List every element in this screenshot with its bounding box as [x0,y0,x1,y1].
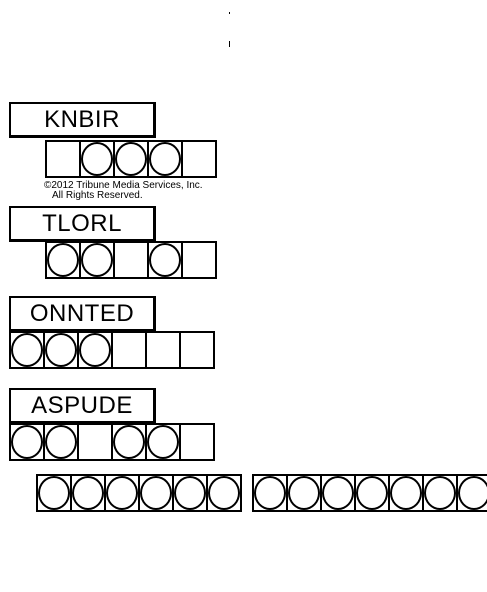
circle-marker-icon [79,333,111,367]
circle-marker-icon [38,476,70,510]
circle-marker-icon [356,476,388,510]
answer-2-cell[interactable] [181,241,217,279]
final-1-cell-circled[interactable] [206,474,242,512]
circle-marker-icon [81,142,113,176]
circle-marker-icon [208,476,240,510]
answer-4-cell-circled[interactable] [111,423,147,461]
answer-3-cell[interactable] [111,331,147,369]
scrambled-word-2: TLORL [9,206,156,242]
answer-3-cell[interactable] [145,331,181,369]
copyright-notice: ©2012 Tribune Media Services, Inc. All R… [44,181,203,201]
answer-4-cell-circled[interactable] [145,423,181,461]
answer-3-cell-circled[interactable] [43,331,79,369]
answer-1-cell-circled[interactable] [147,140,183,178]
answer-2-cell[interactable] [113,241,149,279]
circle-marker-icon [390,476,422,510]
final-1-cell-circled[interactable] [138,474,174,512]
circle-marker-icon [458,476,487,510]
circle-marker-icon [45,425,77,459]
final-2-cell-circled[interactable] [456,474,487,512]
circle-marker-icon [322,476,354,510]
answer-2-cell-circled[interactable] [147,241,183,279]
circle-marker-icon [11,425,43,459]
answer-row-2 [45,241,217,279]
scrambled-word-3: ONNTED [9,296,156,332]
answer-1-cell[interactable] [45,140,81,178]
circle-marker-icon [149,142,181,176]
answer-2-cell-circled[interactable] [45,241,81,279]
answer-4-cell[interactable] [179,423,215,461]
circle-marker-icon [45,333,77,367]
final-answer-word-2 [252,474,487,512]
final-2-cell-circled[interactable] [422,474,458,512]
scrambled-word-1: KNBIR [9,102,156,138]
copyright-line-1: ©2012 Tribune Media Services, Inc. [44,180,203,191]
answer-1-cell-circled[interactable] [113,140,149,178]
answer-row-3 [9,331,215,369]
circle-marker-icon [424,476,456,510]
final-1-cell-circled[interactable] [36,474,72,512]
final-2-cell-circled[interactable] [388,474,424,512]
circle-marker-icon [47,243,79,277]
final-1-cell-circled[interactable] [172,474,208,512]
answer-3-cell-circled[interactable] [77,331,113,369]
stray-mark [229,12,230,14]
circle-marker-icon [11,333,43,367]
answer-4-cell-circled[interactable] [43,423,79,461]
answer-1-cell-circled[interactable] [79,140,115,178]
circle-marker-icon [115,142,147,176]
final-1-cell-circled[interactable] [104,474,140,512]
answer-row-1 [45,140,217,178]
final-answer-word-1 [36,474,242,512]
answer-4-cell-circled[interactable] [9,423,45,461]
circle-marker-icon [147,425,179,459]
answer-2-cell-circled[interactable] [79,241,115,279]
answer-3-cell[interactable] [179,331,215,369]
stray-mark [229,41,230,47]
answer-4-cell[interactable] [77,423,113,461]
copyright-line-2: All Rights Reserved. [52,190,143,201]
final-1-cell-circled[interactable] [70,474,106,512]
final-2-cell-circled[interactable] [286,474,322,512]
circle-marker-icon [174,476,206,510]
circle-marker-icon [254,476,286,510]
answer-3-cell-circled[interactable] [9,331,45,369]
circle-marker-icon [72,476,104,510]
answer-row-4 [9,423,215,461]
circle-marker-icon [113,425,145,459]
answer-1-cell[interactable] [181,140,217,178]
scrambled-word-4: ASPUDE [9,388,156,424]
circle-marker-icon [149,243,181,277]
final-2-cell-circled[interactable] [252,474,288,512]
circle-marker-icon [106,476,138,510]
final-2-cell-circled[interactable] [320,474,356,512]
circle-marker-icon [288,476,320,510]
circle-marker-icon [140,476,172,510]
final-2-cell-circled[interactable] [354,474,390,512]
circle-marker-icon [81,243,113,277]
